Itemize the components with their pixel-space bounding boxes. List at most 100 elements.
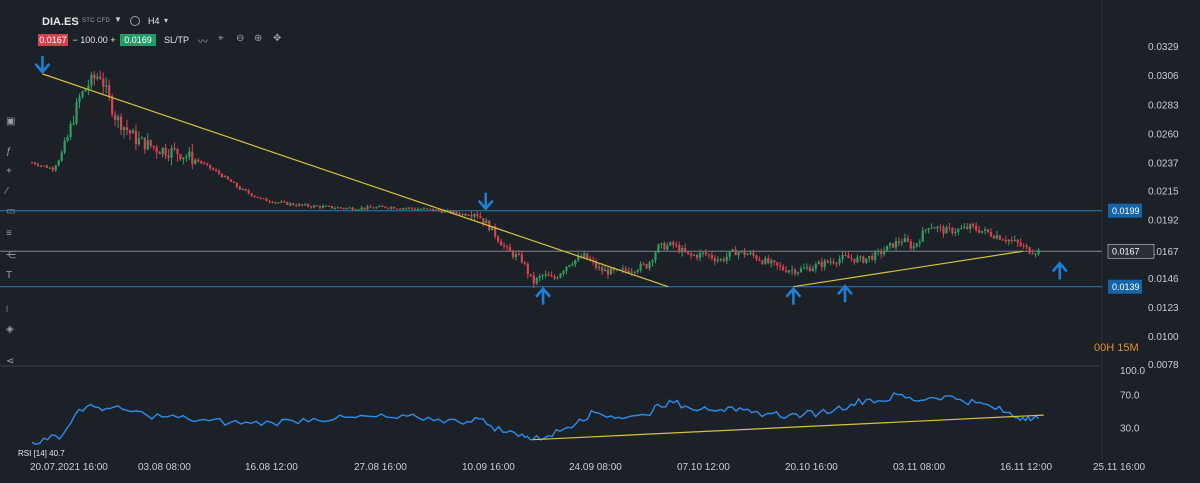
clock-icon[interactable]	[130, 16, 140, 26]
x-tick-label: 16.08 12:00	[245, 462, 298, 473]
candle	[933, 226, 936, 229]
indicator-icon[interactable]: ▣	[6, 116, 16, 127]
rectangle-tool-icon[interactable]: ▭	[6, 206, 16, 217]
candle-body	[823, 260, 826, 268]
text-tool-icon[interactable]: T	[6, 270, 13, 281]
candle-body	[182, 157, 185, 160]
candle-body	[975, 225, 978, 230]
candle-body	[767, 258, 770, 264]
candle-body	[277, 202, 280, 204]
symbol-dropdown-icon[interactable]: ▼	[114, 15, 122, 24]
candle-body	[802, 267, 806, 269]
zoom-in-icon[interactable]: ⊕	[254, 33, 263, 44]
candle	[229, 178, 233, 183]
candle-body	[434, 209, 437, 211]
candle	[660, 242, 663, 249]
candle	[675, 241, 678, 249]
candle	[416, 207, 420, 210]
candle	[998, 234, 1001, 241]
sltp-button[interactable]: SL/TP	[164, 35, 190, 45]
candle-body	[675, 244, 678, 246]
candle	[523, 260, 526, 266]
trendline[interactable]	[42, 73, 669, 288]
candle	[431, 208, 434, 212]
candle	[253, 195, 256, 198]
share-icon[interactable]: ⋖	[6, 356, 15, 367]
move-icon[interactable]: ✥	[273, 33, 282, 44]
candle-body	[497, 236, 500, 242]
candle	[1016, 238, 1019, 248]
lot-value[interactable]: 100.00	[80, 35, 108, 45]
candle	[838, 255, 841, 267]
line-chart-icon[interactable]: 〰	[198, 37, 208, 48]
magnet-icon[interactable]: ⧙	[6, 304, 9, 315]
candle-body	[223, 176, 227, 178]
candle-body	[871, 256, 874, 260]
candle	[1010, 236, 1013, 244]
candle-body	[1004, 240, 1007, 242]
candle	[710, 251, 714, 261]
candle-body	[983, 229, 987, 231]
candle	[678, 241, 681, 254]
crosshair-icon[interactable]: ⌖	[218, 33, 224, 44]
candle	[648, 261, 651, 271]
candle-body	[256, 196, 259, 198]
candle	[835, 262, 838, 268]
function-icon[interactable]: ƒ	[6, 146, 12, 157]
candle-body	[140, 137, 143, 139]
candle-body	[529, 274, 532, 276]
pitchfork-tool-icon[interactable]: ⋲	[6, 250, 16, 261]
layers-icon[interactable]: ◈	[6, 324, 14, 335]
candle	[206, 162, 209, 167]
buy-button[interactable]: 0.0169	[120, 34, 156, 46]
candle-body	[612, 268, 616, 271]
candle-body	[206, 163, 209, 165]
candle-body	[814, 264, 817, 269]
candle	[324, 205, 328, 207]
zoom-out-icon[interactable]: ⊖	[236, 33, 245, 44]
lot-minus-icon[interactable]: −	[72, 35, 78, 45]
trendline[interactable]	[793, 250, 1023, 288]
candle-body	[651, 260, 654, 263]
candle-body	[90, 74, 93, 86]
candle	[1019, 238, 1022, 248]
candle-body	[339, 207, 342, 209]
candle	[485, 217, 488, 224]
candle	[728, 251, 731, 261]
candle-body	[476, 214, 479, 217]
price-tag: 0.0199	[1108, 203, 1142, 218]
candle	[600, 263, 604, 275]
crosshair-tool-icon[interactable]: +	[6, 166, 12, 177]
candle	[948, 223, 951, 232]
candle-body	[301, 204, 304, 206]
lot-plus-icon[interactable]: +	[110, 35, 116, 45]
candle	[989, 228, 993, 238]
horizontal-levels[interactable]	[0, 0, 1103, 460]
fibonacci-tool-icon[interactable]: ≡	[6, 228, 12, 239]
trendlines[interactable]	[42, 73, 1023, 288]
rsi-legend[interactable]: RSI [14] 40.7	[18, 449, 65, 458]
timeframe-dropdown-icon[interactable]: ▾	[164, 16, 169, 25]
candle	[194, 158, 197, 166]
candle-body	[235, 182, 238, 187]
symbol-name[interactable]: DIA.ES	[42, 16, 79, 28]
candle-body	[600, 267, 604, 272]
candle	[692, 253, 696, 257]
candle-body	[48, 167, 51, 169]
candle	[906, 234, 909, 243]
candles	[30, 70, 1040, 288]
y-tick-label: 0.0123	[1148, 303, 1179, 314]
rsi-trendline[interactable]	[532, 414, 1044, 441]
timeframe-select[interactable]: H4	[148, 16, 160, 26]
candle	[535, 277, 538, 286]
candle	[574, 259, 577, 268]
candle-body	[933, 227, 936, 229]
arrow-head	[1051, 261, 1068, 273]
candle-body	[262, 198, 265, 200]
lot-stepper[interactable]: − 100.00 +	[70, 34, 118, 46]
candle-body	[877, 251, 880, 253]
candle	[479, 212, 482, 219]
line-tool-icon[interactable]: ⁄	[6, 186, 8, 197]
sell-button[interactable]: 0.0167	[38, 34, 68, 46]
